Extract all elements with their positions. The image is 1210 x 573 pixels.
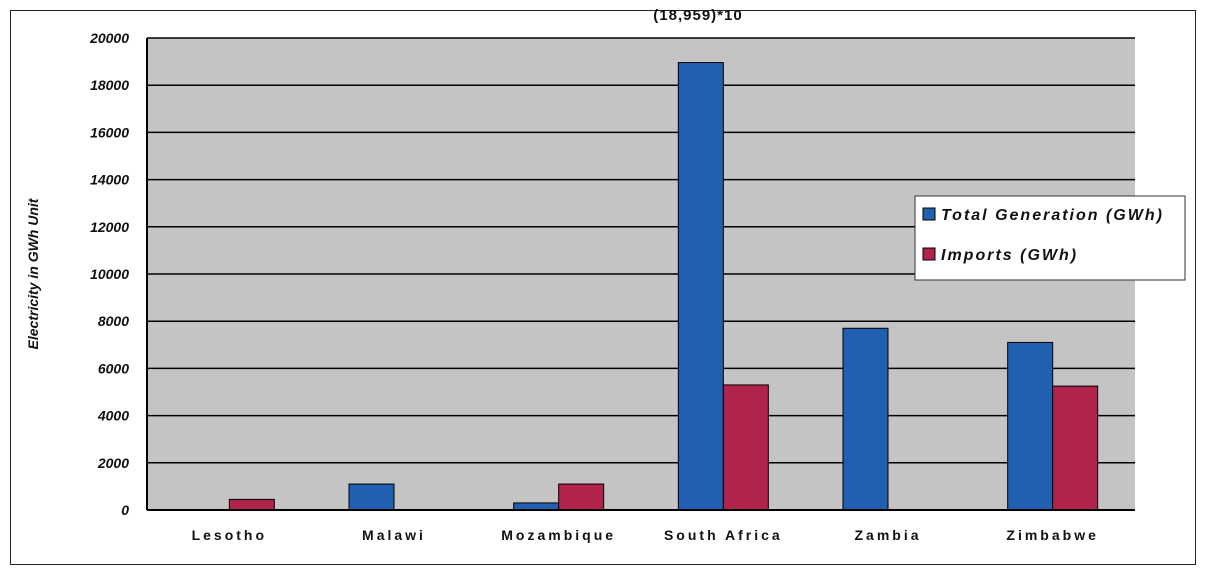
y-tick-label: 6000 <box>98 360 129 376</box>
y-tick-label: 18000 <box>90 77 129 93</box>
bar-total-generation <box>513 502 560 511</box>
y-tick-label: 12000 <box>90 219 129 235</box>
x-category-label: Zambia <box>854 527 921 543</box>
y-tick-label: 0 <box>121 502 129 518</box>
bars <box>228 62 1099 511</box>
bar-imports <box>722 384 769 511</box>
y-tick-label: 20000 <box>89 30 129 46</box>
y-tick-label: 2000 <box>97 455 129 471</box>
x-category-labels: Lesotho Malawi Mozambique South Africa Zambi… <box>192 527 1098 543</box>
y-tick-label: 10000 <box>90 266 129 282</box>
bar-total-generation <box>677 62 724 511</box>
annotation-label: (18,959)*10 <box>653 7 742 24</box>
x-category-label: Malawi <box>362 527 426 543</box>
bar-imports <box>1052 385 1099 511</box>
legend-box <box>914 195 1186 281</box>
legend-swatch-total-generation <box>922 207 936 221</box>
bar-total-generation <box>1007 341 1054 511</box>
y-tick-label: 4000 <box>97 408 129 424</box>
legend-label-imports: Imports (GWh) <box>941 247 1078 264</box>
legend-label-total-generation: Total Generation (GWh) <box>941 207 1164 224</box>
y-tick-label: 16000 <box>90 124 129 140</box>
x-category-label: Zimbabwe <box>1006 527 1098 543</box>
x-category-label: Mozambique <box>501 527 616 543</box>
bar-total-generation <box>842 327 889 511</box>
legend-swatch-imports <box>922 247 936 261</box>
bar-total-generation <box>348 483 395 511</box>
x-category-label: Lesotho <box>192 527 267 543</box>
y-tick-labels: 0 2000 4000 6000 8000 10000 12000 14000 16000 180… <box>89 30 129 518</box>
y-axis-label: Electricity in GWh Unit <box>25 197 41 349</box>
legend: Total Generation (GWh) Imports (GWh) <box>914 195 1186 281</box>
bar-imports <box>228 498 275 511</box>
y-tick-label: 8000 <box>98 313 129 329</box>
x-category-label: South Africa <box>664 527 783 543</box>
y-tick-label: 14000 <box>90 172 129 188</box>
bar-imports <box>558 483 605 511</box>
